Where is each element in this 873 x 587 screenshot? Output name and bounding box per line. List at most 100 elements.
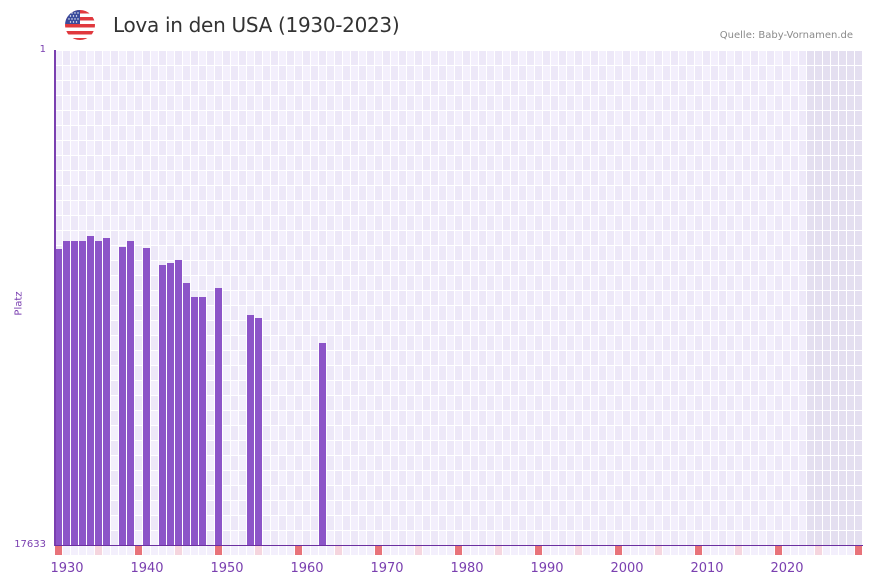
rank-bar[interactable]	[119, 247, 126, 545]
x-tick-label: 1980	[450, 561, 484, 576]
year-marker	[615, 546, 622, 555]
rank-bar[interactable]	[191, 297, 198, 545]
year-column	[383, 50, 391, 545]
year-marker	[799, 546, 806, 555]
rank-bar[interactable]	[103, 238, 110, 545]
year-marker	[607, 546, 614, 555]
year-marker	[679, 546, 686, 555]
rank-bar[interactable]	[175, 260, 182, 545]
rank-bar[interactable]	[215, 288, 222, 545]
y-tick-bottom: 17633	[14, 539, 46, 550]
year-column	[647, 50, 655, 545]
year-column	[823, 50, 831, 545]
year-column	[551, 50, 559, 545]
year-marker	[279, 546, 286, 555]
year-marker	[439, 546, 446, 555]
year-marker	[183, 546, 190, 555]
year-marker	[231, 546, 238, 555]
year-column	[111, 50, 119, 545]
year-marker	[431, 546, 438, 555]
rank-bar[interactable]	[183, 283, 190, 545]
year-column	[311, 50, 319, 545]
year-column	[511, 50, 519, 545]
rank-bar[interactable]	[87, 235, 94, 545]
rank-bar[interactable]	[71, 241, 78, 545]
rank-bar[interactable]	[247, 315, 254, 545]
year-column	[287, 50, 295, 545]
year-marker	[239, 546, 246, 555]
year-marker	[663, 546, 670, 555]
year-column	[559, 50, 567, 545]
year-marker	[215, 546, 222, 555]
year-column	[599, 50, 607, 545]
year-marker	[343, 546, 350, 555]
rank-bar[interactable]	[79, 241, 86, 545]
rank-bar[interactable]	[143, 248, 150, 545]
year-marker	[671, 546, 678, 555]
year-marker	[527, 546, 534, 555]
rank-bar[interactable]	[95, 241, 102, 545]
year-column	[751, 50, 759, 545]
year-column	[295, 50, 303, 545]
year-column	[503, 50, 511, 545]
year-marker	[247, 546, 254, 555]
year-marker	[295, 546, 302, 555]
x-tick-label: 2020	[770, 561, 804, 576]
year-marker	[807, 546, 814, 555]
year-column	[103, 50, 111, 545]
year-column	[591, 50, 599, 545]
year-marker	[327, 546, 334, 555]
plot-area	[55, 50, 863, 545]
year-marker	[255, 546, 262, 555]
rank-bar[interactable]	[167, 263, 174, 545]
year-column	[87, 50, 95, 545]
year-marker	[711, 546, 718, 555]
year-marker	[271, 546, 278, 555]
year-marker	[383, 546, 390, 555]
year-marker	[599, 546, 606, 555]
year-marker	[751, 546, 758, 555]
year-marker	[695, 546, 702, 555]
year-marker	[207, 546, 214, 555]
year-marker	[79, 546, 86, 555]
year-column	[495, 50, 503, 545]
year-column	[735, 50, 743, 545]
year-column	[55, 50, 63, 545]
year-marker	[623, 546, 630, 555]
rank-bar[interactable]	[159, 265, 166, 545]
year-column	[279, 50, 287, 545]
year-column	[343, 50, 351, 545]
rank-bar[interactable]	[63, 241, 70, 545]
rank-bar[interactable]	[127, 241, 134, 545]
rank-bar[interactable]	[55, 249, 62, 545]
year-column	[359, 50, 367, 545]
year-column	[63, 50, 71, 545]
year-marker	[687, 546, 694, 555]
year-column	[271, 50, 279, 545]
year-column	[687, 50, 695, 545]
year-column	[855, 50, 863, 545]
year-marker	[503, 546, 510, 555]
year-marker	[767, 546, 774, 555]
year-marker	[71, 546, 78, 555]
year-column	[471, 50, 479, 545]
year-column	[239, 50, 247, 545]
rank-bar[interactable]	[319, 343, 326, 545]
year-column	[79, 50, 87, 545]
rank-bar[interactable]	[255, 318, 262, 545]
year-marker	[791, 546, 798, 555]
year-column	[191, 50, 199, 545]
year-marker	[119, 546, 126, 555]
year-marker	[391, 546, 398, 555]
year-column	[415, 50, 423, 545]
chart-title: Lova in den USA (1930-2023)	[113, 13, 400, 37]
year-marker	[743, 546, 750, 555]
source-credit: Quelle: Baby-Vornamen.de	[719, 30, 853, 41]
rank-bar[interactable]	[199, 297, 206, 545]
year-column	[407, 50, 415, 545]
x-tick-label: 1930	[50, 561, 84, 576]
year-column	[679, 50, 687, 545]
year-marker	[567, 546, 574, 555]
year-column	[535, 50, 543, 545]
year-column	[423, 50, 431, 545]
